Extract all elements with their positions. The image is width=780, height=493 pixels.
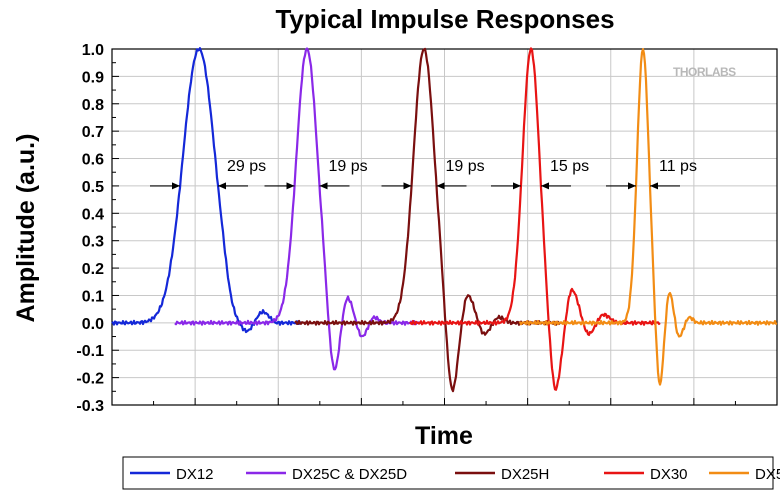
y-tick-label: 0.0	[82, 316, 104, 333]
fwhm-arrow-head	[541, 182, 549, 190]
series-lines	[111, 47, 778, 393]
y-tick-label: 1.0	[82, 42, 104, 59]
y-tick-label: 0.1	[82, 288, 104, 305]
fwhm-arrow-head	[172, 182, 180, 190]
legend-label: DX25C & DX25D	[292, 466, 407, 483]
chart-title: Typical Impulse Responses	[275, 4, 614, 34]
x-axis-label: Time	[415, 422, 473, 450]
thorlabs-logo-text: THORLABS	[673, 65, 736, 79]
y-tick-label: 0.6	[82, 152, 104, 169]
fwhm-label: 11 ps	[659, 158, 697, 175]
legend-label: DX25H	[501, 466, 549, 483]
fwhm-annotations: 29 ps 19 ps 19 ps 15 ps 11 ps	[150, 158, 697, 190]
y-tick-label: 0.7	[82, 124, 104, 141]
thorlabs-logo: THORLABS	[673, 65, 737, 79]
y-tick-label: -0.3	[76, 398, 104, 415]
y-tick-label: -0.1	[76, 343, 104, 360]
y-tick-label: 0.9	[82, 69, 104, 86]
fwhm-arrow-head	[436, 182, 445, 190]
fwhm-label: 19 ps	[329, 158, 368, 175]
y-axis-label: Amplitude (a.u.)	[12, 134, 40, 323]
y-tick-label: 0.2	[82, 261, 104, 278]
fwhm-arrow-head	[403, 182, 412, 190]
axis-ticks	[111, 48, 778, 405]
grid	[112, 49, 777, 405]
y-tick-label: 0.5	[82, 179, 104, 196]
legend-label: DX30	[650, 466, 688, 483]
fwhm-arrow-head	[650, 182, 658, 190]
y-tick-label: 0.3	[82, 234, 104, 251]
fwhm-label: 29 ps	[227, 158, 266, 175]
fwhm-arrow-head	[286, 182, 295, 190]
legend-box	[122, 456, 774, 490]
y-tick-label: -0.2	[76, 371, 104, 388]
fwhm-arrow-head	[319, 182, 328, 190]
y-tick-label: 0.8	[82, 97, 104, 114]
legend-label: DX50	[755, 466, 780, 483]
fwhm-arrow-head	[218, 182, 226, 190]
legend: DX12 DX25C & DX25D DX25H DX30 DX50	[122, 456, 780, 490]
series-line	[111, 47, 302, 334]
fwhm-label: 15 ps	[550, 158, 589, 175]
series-line	[294, 47, 561, 393]
series-line	[174, 47, 421, 371]
fwhm-arrow-head	[628, 182, 636, 190]
legend-label: DX12	[176, 466, 214, 483]
fwhm-label: 19 ps	[446, 158, 485, 175]
y-tick-labels: 1.0 0.9 0.8 0.7 0.6 0.5 0.4 0.3 0.2 0.1 0.0 -0.1 -0.…	[76, 42, 104, 415]
y-tick-label: 0.4	[82, 206, 104, 223]
fwhm-arrow-head	[513, 182, 521, 190]
series-line	[518, 48, 778, 386]
